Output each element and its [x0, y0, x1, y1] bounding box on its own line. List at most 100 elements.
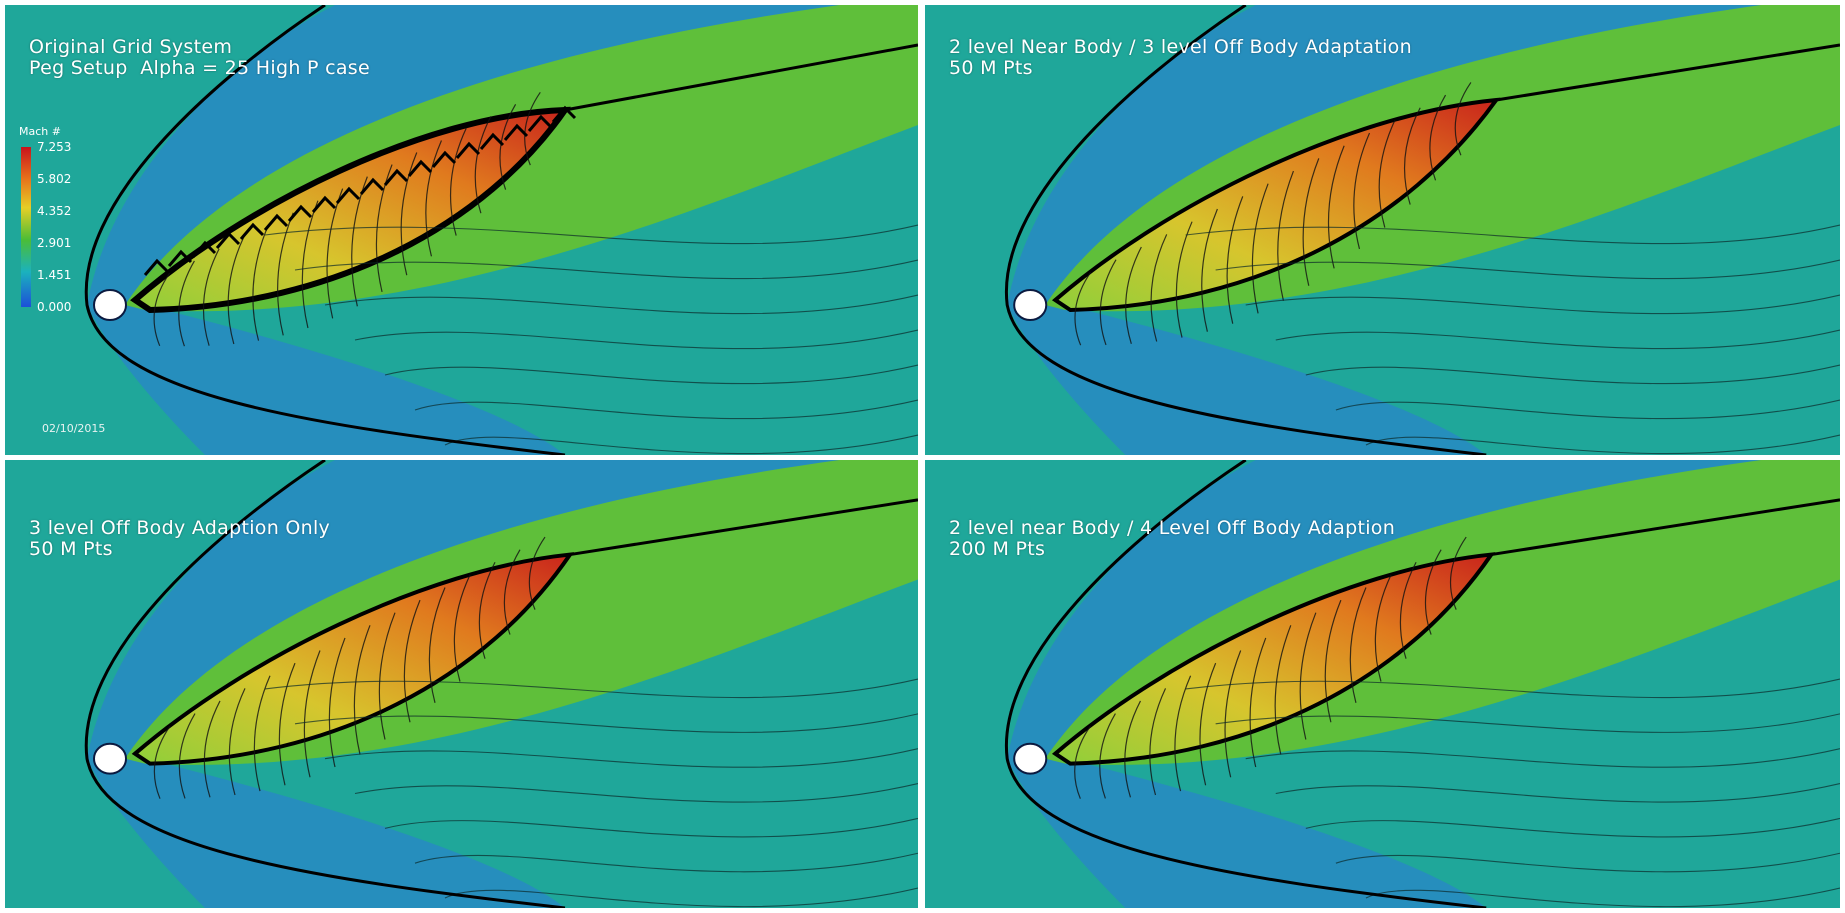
flow-contour-line	[1215, 259, 1840, 280]
core-contour-line	[1302, 158, 1320, 286]
core-contour-line	[1327, 145, 1345, 269]
grid-artifact-line	[143, 258, 169, 276]
flow-contour-line	[324, 748, 918, 768]
flow-contour-line	[264, 678, 918, 699]
core-contour-line	[1226, 196, 1244, 324]
core-contour-line	[1378, 120, 1396, 228]
core-contour-line	[1324, 599, 1342, 723]
panel-caption: 3 level Off Body Adaption Only 50 M Pts	[29, 518, 330, 560]
core-contour-line	[1174, 675, 1192, 792]
legend-tick: 7.253	[37, 140, 72, 154]
flow-contour-line	[264, 224, 918, 245]
grid-artifact-line	[455, 141, 481, 159]
core-contour-line	[1199, 662, 1217, 786]
panel-caption: Original Grid System Peg Setup Alpha = 2…	[29, 37, 370, 79]
core-contour-line	[425, 140, 443, 257]
legend-colorbar	[21, 147, 31, 307]
panel-caption: 2 level near Body / 4 Level Off Body Ada…	[949, 518, 1395, 560]
core-contour-line	[503, 549, 521, 635]
panel-caption: 2 level Near Body / 3 level Off Body Ada…	[949, 37, 1412, 79]
core-contour-line	[303, 650, 321, 778]
bow-shock-line	[1004, 460, 1487, 908]
grid-artifact-line	[527, 114, 553, 132]
caption-line-2: 50 M Pts	[949, 57, 1033, 79]
core-contour-line	[328, 637, 346, 768]
core-contour-line	[277, 212, 294, 336]
caption-line-1: 2 level Near Body / 3 level Off Body Ada…	[949, 36, 1412, 58]
core-contour-line	[524, 91, 541, 166]
core-contour-line	[1424, 549, 1442, 635]
core-contour-line	[253, 675, 271, 792]
grid-artifact-line	[215, 231, 241, 249]
legend-tick: 2.901	[37, 236, 72, 250]
core-contour-line	[1274, 625, 1292, 755]
flow-contour-line	[1305, 364, 1840, 385]
core-contour-line	[400, 152, 418, 276]
hot-core-region	[1051, 552, 1496, 766]
mach-legend: Mach # 7.253 5.802 4.352 2.901 1.451 0.0…	[13, 125, 93, 335]
wake-shear-line	[1491, 498, 1840, 557]
core-contour-line	[1074, 725, 1091, 799]
core-contour-line	[1277, 170, 1295, 301]
panel-2level-near-3level-off: 2 level Near Body / 3 level Off Body Ada…	[925, 5, 1840, 455]
core-contour-line	[1099, 259, 1117, 346]
core-contour-line	[1251, 183, 1269, 314]
core-contour-line	[353, 625, 371, 755]
bow-shock-region	[87, 460, 918, 908]
panel-original-grid: Original Grid System Peg Setup Alpha = 2…	[5, 5, 918, 455]
flow-contour-line	[384, 817, 918, 838]
legend-tick: 4.352	[37, 204, 72, 218]
bow-shock-region	[1007, 5, 1840, 455]
legend-tick: 5.802	[37, 172, 72, 186]
core-contour-line	[474, 116, 492, 214]
core-contour-line	[1399, 562, 1417, 659]
core-contour-line	[1175, 221, 1193, 338]
mach-contour-field	[5, 5, 918, 455]
vehicle-body	[93, 742, 127, 775]
vehicle-body	[1013, 289, 1048, 321]
flow-contour-line	[1185, 224, 1840, 245]
mach-contour-field	[925, 460, 1840, 908]
bow-shock-region	[87, 5, 918, 455]
flow-contour-line	[294, 259, 918, 280]
core-contour-line	[227, 236, 245, 345]
core-contour-line	[153, 272, 171, 347]
flow-contour-line	[1185, 678, 1840, 699]
core-contour-line	[1353, 132, 1371, 250]
caption-line-1: 3 level Off Body Adaption Only	[29, 517, 331, 539]
core-contour-line	[1299, 612, 1317, 740]
mach-contour-field	[925, 5, 1840, 455]
flow-contour-line	[1275, 783, 1840, 803]
flow-contour-line	[1215, 713, 1840, 733]
grid-artifact-line	[287, 204, 313, 222]
legend-title: Mach #	[19, 125, 61, 138]
core-contour-line	[178, 260, 195, 347]
flow-contour-line	[414, 399, 918, 420]
core-contour-line	[278, 662, 296, 786]
core-contour-line	[453, 574, 471, 682]
legend-tick: 0.000	[37, 300, 72, 314]
wake-shear-line	[1496, 43, 1840, 102]
figure-grid: Original Grid System Peg Setup Alpha = 2…	[5, 5, 1840, 908]
caption-line-2: Peg Setup Alpha = 25 High P case	[29, 57, 370, 79]
flow-contour-line	[1305, 817, 1840, 838]
flow-contour-line	[1365, 434, 1840, 455]
core-contour-line	[1201, 208, 1218, 332]
core-contour-line	[1149, 688, 1167, 796]
vehicle-body	[1013, 742, 1048, 775]
core-contour-line	[1403, 107, 1421, 205]
core-contour-line	[1449, 536, 1467, 610]
grid-artifact-line	[167, 249, 193, 267]
grid-artifact-line	[263, 213, 289, 231]
flow-contour-line	[1245, 748, 1840, 768]
grid-artifact-line	[239, 222, 265, 240]
flow-contour-line	[1275, 329, 1840, 350]
core-contour-line	[499, 104, 517, 190]
grid-artifact-line	[407, 159, 433, 177]
grid-artifact-line	[383, 168, 409, 186]
wake-shear-line	[564, 43, 918, 112]
core-contour-line	[378, 612, 396, 740]
core-contour-line	[1125, 246, 1142, 345]
grid-artifact-line	[551, 105, 577, 123]
bow-shock-region	[1007, 460, 1840, 908]
